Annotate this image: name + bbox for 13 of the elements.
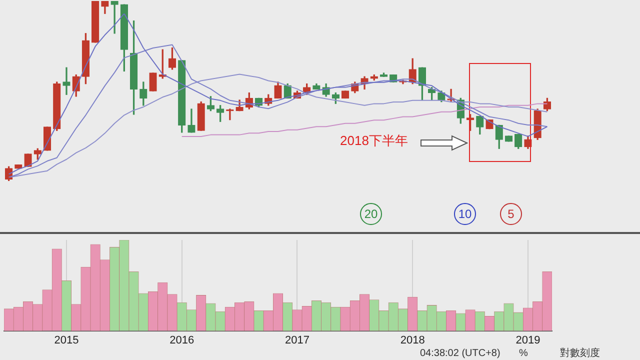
- x-tick-label: 2018: [400, 334, 425, 346]
- annotation: 2018下半年: [340, 133, 408, 148]
- text: 10: [454, 203, 476, 225]
- x-tick-label: 2017: [284, 334, 310, 346]
- candlestick: [380, 72, 388, 77]
- text: %: [519, 348, 528, 359]
- text: 20: [360, 203, 382, 225]
- text: 5: [500, 203, 522, 225]
- x-tick-label: 2019: [516, 334, 540, 346]
- text: 04:38:02 (UTC+8): [420, 348, 500, 359]
- x-tick-label: 2015: [54, 334, 79, 346]
- x-tick-label: 2016: [170, 334, 194, 346]
- text: 對數刻度: [560, 348, 600, 359]
